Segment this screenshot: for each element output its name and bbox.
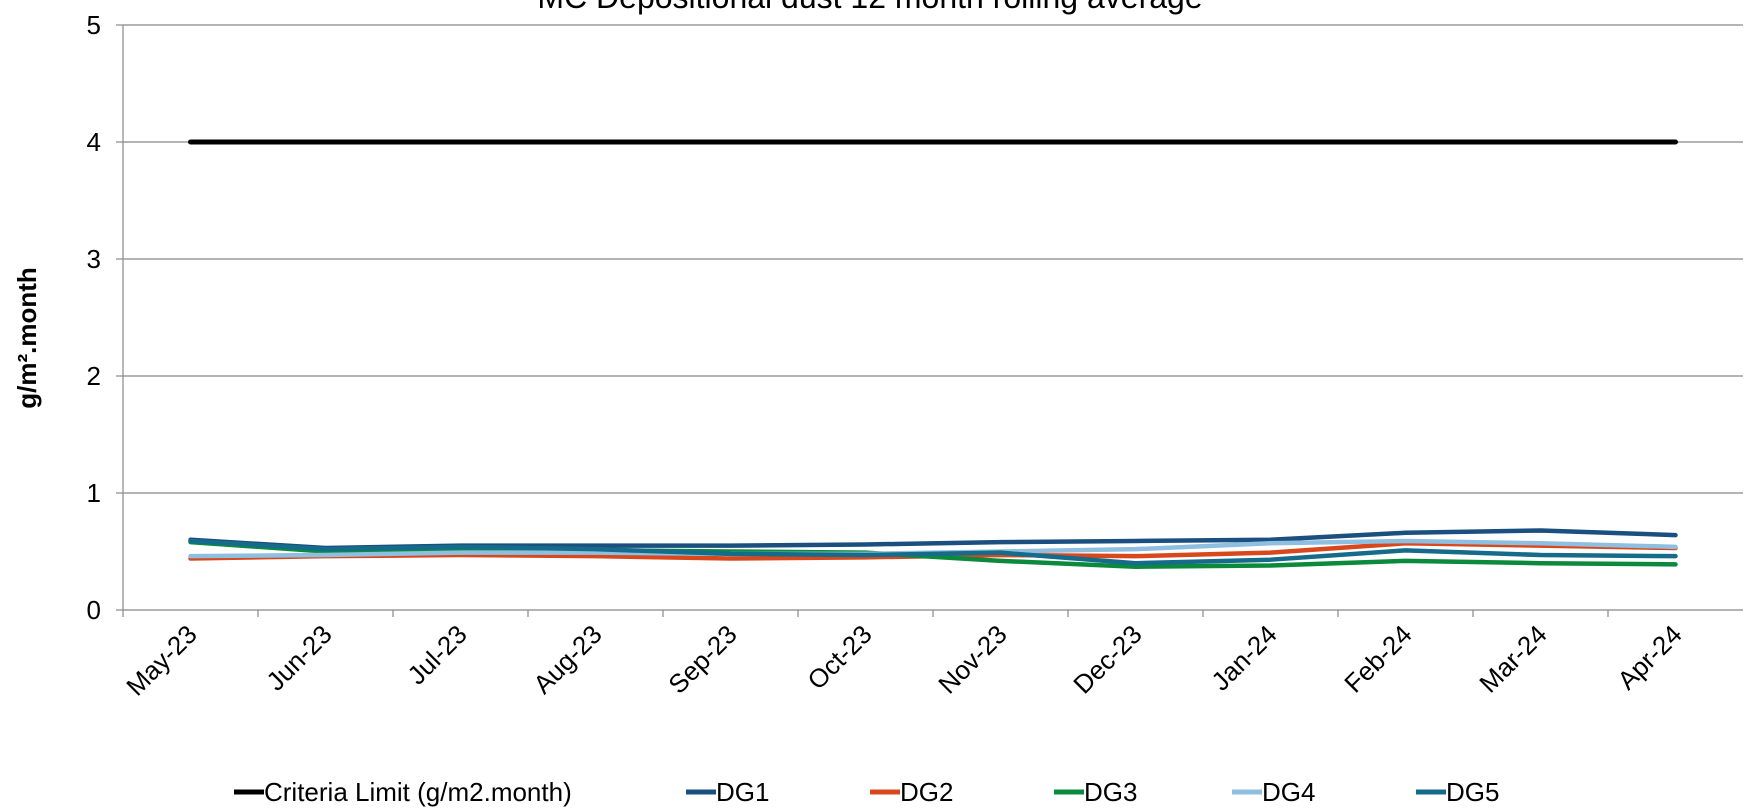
x-tick-label: Dec-23	[1067, 619, 1147, 699]
x-tick-label: Nov-23	[932, 619, 1012, 699]
x-tick-label: Jan-24	[1205, 619, 1282, 696]
x-tick-label: Aug-23	[527, 619, 607, 699]
legend-label: DG2	[900, 777, 953, 807]
legend-label: DG1	[716, 777, 769, 807]
y-tick-label: 2	[87, 361, 101, 391]
x-tick-label: Jul-23	[401, 619, 472, 690]
y-tick-label: 1	[87, 478, 101, 508]
y-axis-label: g/m².month	[12, 267, 42, 409]
series-line	[188, 539, 1678, 569]
x-tick-label: Jun-23	[260, 619, 337, 696]
legend-label: DG5	[1446, 777, 1499, 807]
x-tick-label: Mar-24	[1473, 619, 1552, 698]
legend-label: DG3	[1084, 777, 1137, 807]
y-tick-label: 3	[87, 244, 101, 274]
x-tick-label: Feb-24	[1338, 619, 1417, 698]
x-tick-label: May-23	[120, 619, 203, 702]
legend-label: Criteria Limit (g/m2.month)	[264, 777, 572, 807]
chart-title: MC Depositional dust 12 month rolling av…	[537, 0, 1202, 15]
legend-label: DG4	[1262, 777, 1315, 807]
series-line	[188, 538, 1678, 566]
y-tick-label: 4	[87, 127, 101, 157]
y-tick-label: 5	[87, 10, 101, 40]
x-tick-label: Apr-24	[1611, 619, 1687, 695]
x-tick-label: Sep-23	[662, 619, 742, 699]
y-tick-label: 0	[87, 595, 101, 625]
x-tick-label: Oct-23	[801, 619, 877, 695]
